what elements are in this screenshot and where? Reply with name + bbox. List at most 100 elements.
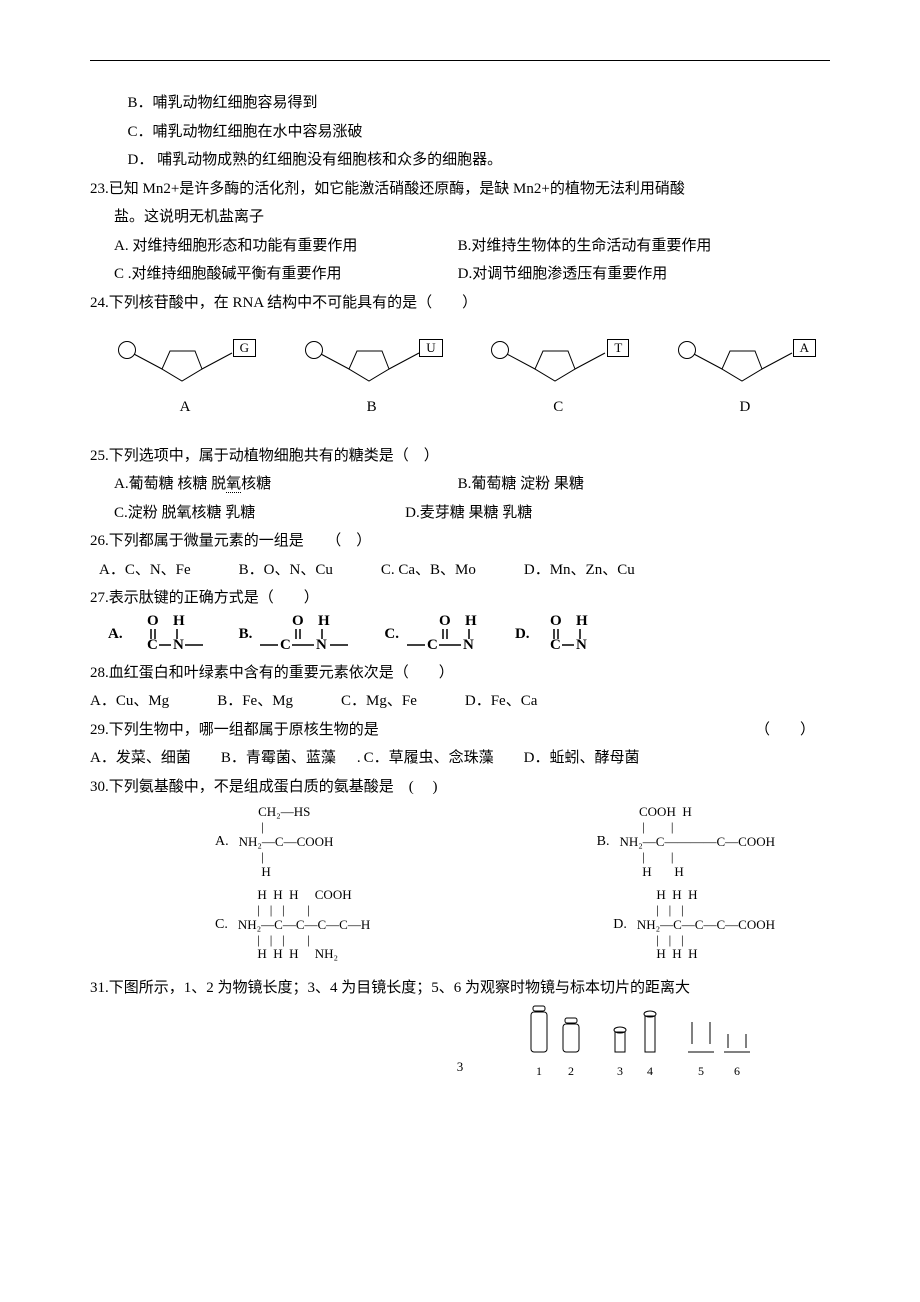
- base-label: U: [419, 339, 442, 357]
- q27-label-c: C.: [384, 620, 399, 651]
- q22-opt-b: B．哺乳动物红细胞容易得到: [90, 89, 830, 118]
- q25-opt-b: B.葡萄糖 淀粉 果糖: [458, 470, 802, 499]
- svg-text:C: C: [550, 637, 561, 651]
- q31-label-3: 3: [617, 1060, 623, 1083]
- q26-opt-a: A．C、N、Fe: [99, 556, 191, 585]
- q23-opt-a: A. 对维持细胞形态和功能有重要作用: [114, 232, 458, 261]
- svg-text:N: N: [576, 637, 587, 651]
- q28-opt-b: B．Fe、Mg: [217, 687, 293, 716]
- top-rule: [90, 60, 830, 61]
- q25-opt-a: A.葡萄糖 核糖 脱氧核糖: [114, 470, 458, 499]
- base-label: A: [793, 339, 816, 357]
- q23-opt-c: C .对维持细胞酸碱平衡有重要作用: [114, 260, 458, 289]
- q29-opts: A．发菜、细菌 B．青霉菌、蓝藻 . C．草履虫、念珠藻 D．蚯蚓、酵母菌: [90, 744, 830, 773]
- base-label: G: [233, 339, 256, 357]
- eyepiece-short-icon: [610, 1004, 630, 1056]
- q31-figures: 1 2 3: [528, 1004, 750, 1083]
- q27-opt-d: D. OH C N: [515, 613, 600, 651]
- svg-text:C: C: [427, 637, 438, 651]
- peptide-icon-c: OH C N: [405, 613, 485, 651]
- q29-opt-b: B．青霉菌、蓝藻: [221, 744, 336, 773]
- q31-label-4: 4: [647, 1060, 653, 1083]
- q31-label-1: 1: [536, 1060, 542, 1083]
- q29-opt-a: A．发菜、细菌: [90, 744, 191, 773]
- q22-opt-d: D． 哺乳动物成熟的红细胞没有细胞核和众多的细胞器。: [90, 146, 830, 175]
- aa-structure-a: CH₂—HS | NH₂—C—COOH | H: [239, 805, 334, 880]
- q31-eyepieces: 3 4: [610, 1004, 660, 1083]
- aa-structure-d: H H H | | | NH₂—C—C—C—COOH | | | H H H: [637, 888, 775, 963]
- distance-large-icon: [688, 1004, 714, 1056]
- q30-structures: A. CH₂—HS | NH₂—C—COOH | H B. COOH H | |…: [90, 801, 830, 974]
- q29-opt-c: C．草履虫、念珠藻: [364, 744, 494, 773]
- q25-underline: 氧: [226, 476, 241, 493]
- q24-stem: 24.下列核苷酸中，在 RNA 结构中不可能具有的是（ ）: [90, 289, 830, 318]
- q23-stem1: 23.已知 Mn2+是许多酶的活化剂，如它能激活硝酸还原酶，是缺 Mn2+的植物…: [90, 175, 830, 204]
- peptide-icon-a: OH C N: [129, 613, 209, 651]
- phosphate-icon: [305, 341, 323, 359]
- q26-stem: 26.下列都属于微量元素的一组是 （ ）: [90, 527, 830, 556]
- q31-distances: 5 6: [688, 1004, 750, 1083]
- phosphate-icon: [678, 341, 696, 359]
- q27-opt-b: B. OH C N: [239, 613, 355, 651]
- q30-label-a: A.: [215, 829, 229, 856]
- svg-text:O: O: [147, 613, 159, 629]
- q30-label-c: C.: [215, 912, 228, 939]
- aa-structure-c: H H H COOH | | | | NH₂—C—C—C—C—H | | | |…: [238, 888, 370, 963]
- svg-text:H: H: [173, 613, 185, 629]
- q26-opts: A．C、N、Fe B．O、N、Cu C. Ca、B、Mo D．Mn、Zn、Cu: [90, 556, 830, 585]
- q30-label-d: D.: [613, 912, 627, 939]
- svg-text:N: N: [173, 637, 184, 651]
- svg-text:O: O: [550, 613, 562, 629]
- q31-label-6: 6: [734, 1060, 740, 1083]
- q27-label-b: B.: [239, 620, 253, 651]
- q27-opt-a: A. OH C N: [108, 613, 209, 651]
- q23-stem2: 盐。这说明无机盐离子: [90, 203, 830, 232]
- q28-stem: 28.血红蛋白和叶绿素中含有的重要元素依次是（ ）: [90, 659, 830, 688]
- q28-opt-d: D．Fe、Ca: [465, 687, 538, 716]
- q28-opt-a: A．Cu、Mg: [90, 687, 169, 716]
- q27-label-a: A.: [108, 620, 123, 651]
- q29-paren: （ ）: [755, 716, 815, 745]
- phosphate-icon: [118, 341, 136, 359]
- svg-text:H: H: [576, 613, 588, 629]
- q24-label-d: D: [670, 393, 820, 422]
- q23-opt-d: D.对调节细胞渗透压有重要作用: [458, 260, 802, 289]
- q25-row1: A.葡萄糖 核糖 脱氧核糖 B.葡萄糖 淀粉 果糖: [90, 470, 830, 499]
- q24-fig-c: T C: [483, 331, 633, 422]
- q24-fig-a: G A: [110, 331, 260, 422]
- q24-fig-d: A D: [670, 331, 820, 422]
- q29-stem: 29.下列生物中，哪一组都属于原核生物的是: [90, 722, 379, 738]
- q30-opt-b: B. COOH H | | NH₂—C————C—COOH | | H H: [597, 805, 775, 880]
- q25-opt-d: D.麦芽糖 果糖 乳糖: [405, 499, 749, 528]
- q31-label-2: 2: [568, 1060, 574, 1083]
- q25-stem: 25.下列选项中，属于动植物细胞共有的糖类是（ ）: [90, 442, 830, 471]
- q28-opts: A．Cu、Mg B．Fe、Mg C．Mg、Fe D．Fe、Ca: [90, 687, 830, 716]
- svg-text:O: O: [439, 613, 451, 629]
- svg-text:C: C: [147, 637, 158, 651]
- q25-row2: C.淀粉 脱氧核糖 乳糖 D.麦芽糖 果糖 乳糖: [90, 499, 830, 528]
- q31-stem: 31.下图所示，1、2 为物镜长度；3、4 为目镜长度；5、6 为观察时物镜与标…: [90, 974, 830, 1003]
- q22-opt-c: C．哺乳动物红细胞在水中容易涨破: [90, 118, 830, 147]
- q27-opt-c: C. OH C N: [384, 613, 485, 651]
- q26-opt-c: C. Ca、B、Mo: [381, 556, 476, 585]
- q30-label-b: B.: [597, 829, 610, 856]
- q23-opt-b: B.对维持生物体的生命活动有重要作用: [458, 232, 802, 261]
- q23-opts-row2: C .对维持细胞酸碱平衡有重要作用 D.对调节细胞渗透压有重要作用: [90, 260, 830, 289]
- aa-structure-b: COOH H | | NH₂—C————C—COOH | | H H: [620, 805, 776, 880]
- q24-fig-b: U B: [297, 331, 447, 422]
- q24-figures: G A U B T C: [90, 317, 830, 428]
- objective-long-icon: [528, 1004, 550, 1056]
- base-label: T: [607, 339, 629, 357]
- q26-opt-b: B．O、N、Cu: [239, 556, 333, 585]
- peptide-icon-d: OH C N: [536, 613, 600, 651]
- q23-opts-row1: A. 对维持细胞形态和功能有重要作用 B.对维持生物体的生命活动有重要作用: [90, 232, 830, 261]
- q26-opt-d: D．Mn、Zn、Cu: [524, 556, 635, 585]
- q30-stem: 30.下列氨基酸中，不是组成蛋白质的氨基酸是 ( ): [90, 773, 830, 802]
- q24-label-c: C: [483, 393, 633, 422]
- q29-stem-row: 29.下列生物中，哪一组都属于原核生物的是 （ ）: [90, 716, 830, 745]
- svg-text:C: C: [280, 637, 291, 651]
- svg-text:H: H: [318, 613, 330, 629]
- q27-options: A. OH C N B. OH C N C. OH: [90, 613, 830, 651]
- q27-stem: 27.表示肽键的正确方式是（ ）: [90, 584, 830, 613]
- q31-objectives: 1 2: [528, 1004, 582, 1083]
